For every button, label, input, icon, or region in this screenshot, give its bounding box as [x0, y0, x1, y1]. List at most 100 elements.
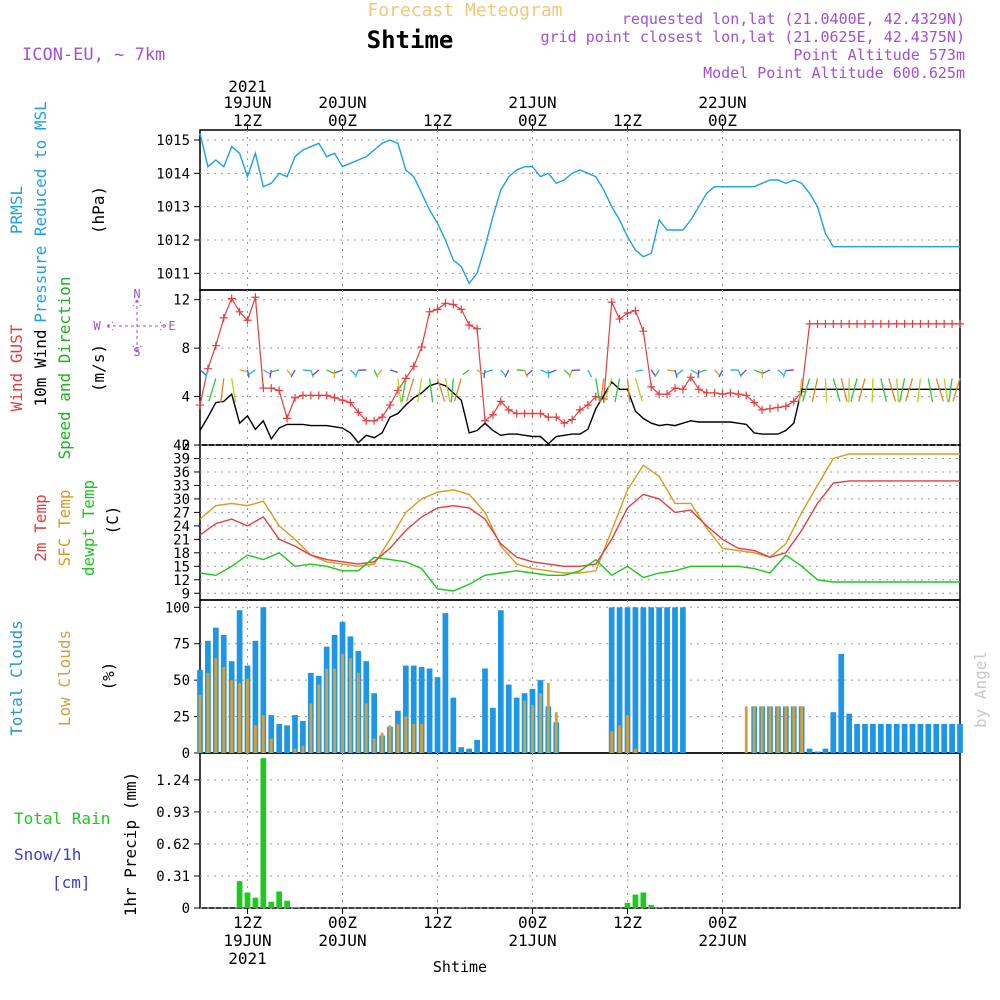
low-clouds-bar — [744, 706, 748, 753]
low-clouds-bar — [333, 668, 337, 753]
wind-direction-arrow — [880, 378, 888, 402]
total-clouds-bar — [450, 697, 457, 753]
wind-gust-marker — [924, 319, 933, 328]
wind-direction-arrow — [948, 378, 953, 403]
wind-direction-arrow — [376, 369, 383, 377]
total-clouds-bar — [402, 665, 409, 753]
low-clouds-bar — [626, 715, 629, 753]
wind-gust-marker — [354, 408, 363, 417]
clouds-ytick-label: 100 — [165, 600, 190, 616]
low-clouds-label: Low Clouds — [55, 630, 74, 726]
low-clouds-bar — [214, 658, 218, 753]
total-clouds-bar — [442, 613, 449, 753]
wind-gust-marker — [504, 405, 513, 414]
temp-ytick-label: 18 — [173, 546, 190, 562]
wind-direction-arrow — [476, 369, 485, 375]
compass-w: W — [93, 319, 101, 333]
wind-unit-label: (m/s) — [89, 344, 108, 392]
wind-direction-arrow — [349, 369, 357, 377]
total-clouds-bar — [854, 723, 860, 753]
low-clouds-bar — [341, 653, 344, 753]
wind-direction-arrow — [927, 378, 934, 403]
low-clouds-bar — [760, 706, 764, 753]
wind-direction-arrow — [389, 369, 398, 374]
wind-gust-line — [199, 297, 960, 424]
wind-direction-arrow — [334, 369, 343, 374]
wind-direction-arrow — [526, 369, 533, 376]
bottom-time-label-date: 21JUN — [508, 931, 556, 950]
snow-unit-label: [cm] — [52, 873, 91, 892]
total-clouds-bar — [252, 640, 259, 753]
bottom-time-label-hour: 00Z — [518, 913, 547, 932]
temp-ytick-label: 21 — [173, 532, 190, 548]
low-clouds-bar — [261, 715, 265, 753]
wind-direction-arrow — [310, 369, 314, 378]
low-clouds-bar — [800, 706, 804, 753]
wind-ytick-label: 8 — [182, 341, 190, 357]
wind-direction-arrow — [397, 378, 402, 403]
wind-direction-arrow — [540, 369, 549, 374]
low-clouds-bar — [269, 738, 273, 753]
wind-gust-marker — [362, 416, 371, 425]
low-clouds-bar — [198, 694, 202, 753]
low-clouds-bar — [792, 706, 796, 753]
low-clouds-bar — [618, 725, 622, 753]
wind-panel-frame — [199, 289, 961, 446]
forecast-title: Forecast Meteogram — [367, 0, 562, 21]
prmsl-label: PRMSL — [7, 186, 26, 234]
wind-direction-arrow — [485, 369, 494, 373]
rain-bar — [648, 904, 655, 908]
wind-direction-arrow — [516, 369, 525, 372]
compass-n: N — [133, 287, 140, 301]
wind-gust-marker — [560, 419, 569, 428]
wind-gust-marker — [750, 398, 759, 407]
low-clouds-bar — [523, 700, 527, 753]
wind-direction-arrow — [802, 378, 811, 402]
wind-direction-arrow — [504, 369, 510, 378]
wind-gust-marker — [306, 391, 315, 400]
wind-direction-arrow — [850, 378, 858, 402]
low-clouds-bar — [230, 680, 234, 753]
wind-gust-marker — [718, 390, 727, 399]
low-clouds-bar — [776, 706, 780, 753]
wind-gust-marker — [615, 315, 624, 324]
total-clouds-bar — [458, 747, 465, 753]
wind-gust-marker — [868, 319, 877, 328]
wind-gust-marker — [196, 401, 204, 410]
total-clouds-bar — [497, 610, 504, 753]
wind-direction-arrow — [698, 369, 707, 374]
wind-direction-arrow — [904, 378, 914, 402]
bottom-time-label-date: 22JUN — [698, 931, 746, 950]
wind-gust-marker — [663, 390, 672, 399]
wind-direction-arrow — [896, 378, 900, 403]
wind-gust-marker — [781, 402, 790, 411]
wind-gust-marker — [884, 319, 893, 328]
total-clouds-bar — [474, 739, 480, 753]
temp-ytick-label: 24 — [173, 519, 190, 535]
snow-label: Snow/1h — [14, 845, 81, 864]
wind-direction-arrow — [626, 378, 631, 403]
top-time-label-date: 20JUN — [318, 93, 366, 112]
low-clouds-bar — [380, 732, 384, 753]
total-clouds-bar — [941, 723, 948, 753]
wind-direction-arrow — [740, 369, 747, 377]
wind-gust-marker — [916, 319, 925, 328]
wind-gust-marker — [734, 390, 743, 399]
dewpt-temp-line — [199, 551, 960, 592]
top-time-label-hour: 12Z — [613, 111, 642, 130]
wind-gust-marker — [520, 409, 529, 418]
wind-direction-arrow — [635, 369, 644, 373]
bottom-time-label-date: 20JUN — [318, 931, 366, 950]
wind-direction-arrow — [523, 369, 528, 378]
wind-gust-marker — [758, 405, 767, 414]
total-clouds-bar — [893, 723, 900, 753]
low-clouds-bar — [372, 738, 376, 753]
total-clouds-bar — [640, 607, 647, 753]
wind-direction-arrow — [290, 369, 296, 378]
total-clouds-bar — [814, 751, 821, 753]
wind-gust-marker — [488, 410, 497, 419]
total-clouds-bar — [870, 723, 876, 753]
total-clouds-label: Total Clouds — [7, 620, 26, 736]
wind-gust-marker — [671, 384, 679, 393]
compass-rose-icon — [106, 299, 167, 353]
